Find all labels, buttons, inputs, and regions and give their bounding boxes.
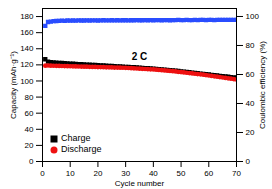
svg-text:160: 160 (20, 28, 34, 37)
svg-text:20: 20 (93, 169, 102, 178)
html-text:Discharge: Discharge (61, 144, 102, 154)
svg-text:0: 0 (40, 169, 45, 178)
svg-text:2 C: 2 C (132, 51, 148, 62)
svg-text:40: 40 (149, 169, 158, 178)
svg-text:140: 140 (20, 44, 34, 53)
svg-text:20: 20 (246, 128, 255, 137)
svg-text:40: 40 (25, 125, 34, 134)
svg-text:60: 60 (25, 109, 34, 118)
svg-text:Capacity (mAh·g⁻¹): Capacity (mAh·g⁻¹) (9, 51, 18, 119)
svg-text:10: 10 (66, 169, 75, 178)
svg-text:60: 60 (204, 169, 213, 178)
svg-text:70: 70 (232, 169, 241, 178)
svg-text:Coulombic efficiency (%): Coulombic efficiency (%) (258, 41, 267, 129)
html-text:Charge: Charge (61, 133, 91, 143)
svg-text:Cycle number: Cycle number (115, 179, 165, 188)
svg-text:100: 100 (20, 77, 34, 86)
svg-text:0: 0 (29, 157, 34, 166)
svg-text:120: 120 (20, 60, 34, 69)
svg-text:20: 20 (25, 141, 34, 150)
svg-text:50: 50 (177, 169, 186, 178)
svg-text:80: 80 (25, 93, 34, 102)
svg-text:30: 30 (121, 169, 130, 178)
svg-text:80: 80 (246, 41, 255, 50)
svg-text:0: 0 (246, 157, 251, 166)
svg-text:40: 40 (246, 99, 255, 108)
svg-text:60: 60 (246, 70, 255, 79)
svg-text:100: 100 (246, 12, 260, 21)
svg-text:180: 180 (20, 12, 34, 21)
